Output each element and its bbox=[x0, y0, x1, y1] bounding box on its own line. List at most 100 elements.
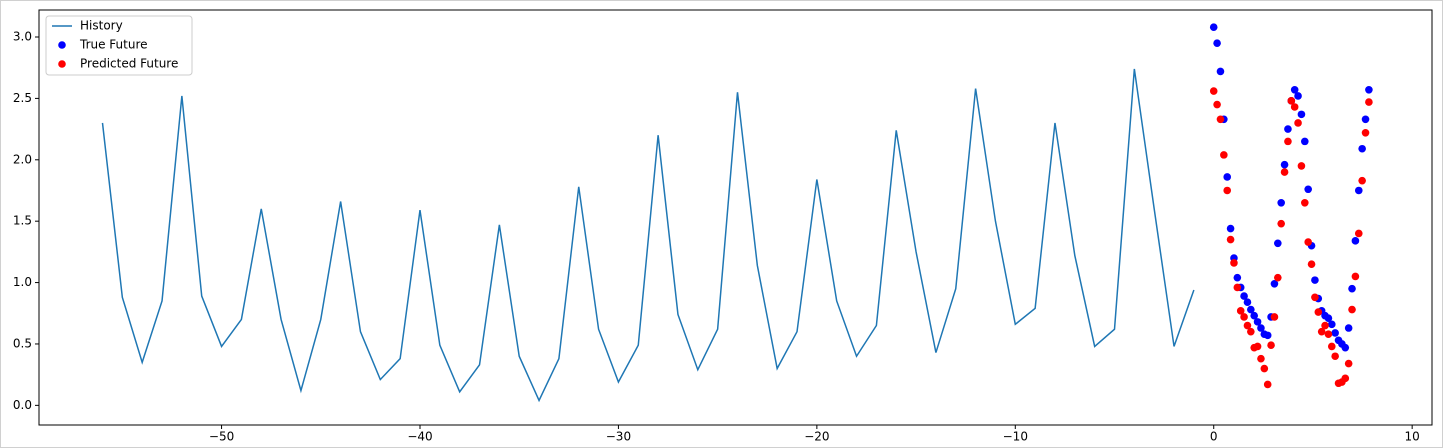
point bbox=[1324, 330, 1333, 338]
point bbox=[1274, 239, 1282, 248]
x-tick-label: −40 bbox=[407, 430, 432, 444]
point bbox=[1253, 318, 1262, 326]
point bbox=[1301, 137, 1309, 146]
point bbox=[1247, 305, 1255, 314]
point bbox=[1351, 272, 1360, 281]
point bbox=[1226, 235, 1235, 244]
point bbox=[1280, 160, 1289, 169]
point bbox=[1361, 128, 1370, 137]
point bbox=[1263, 331, 1272, 340]
point bbox=[1209, 23, 1218, 31]
plot-border bbox=[38, 9, 1433, 426]
point bbox=[1354, 186, 1363, 195]
point bbox=[1348, 284, 1356, 293]
x-tick-label: −30 bbox=[606, 430, 631, 444]
point bbox=[1240, 292, 1248, 300]
y-tick-label: 1.5 bbox=[13, 214, 32, 228]
point bbox=[1236, 307, 1245, 315]
y-tick-label: 3.0 bbox=[13, 30, 32, 44]
point bbox=[1284, 125, 1292, 133]
point bbox=[1226, 224, 1235, 233]
point bbox=[1321, 321, 1329, 330]
point bbox=[1294, 119, 1302, 127]
point bbox=[1341, 343, 1350, 352]
legend-box bbox=[45, 15, 193, 76]
point bbox=[1253, 342, 1262, 351]
point bbox=[1243, 321, 1252, 330]
point bbox=[1297, 110, 1306, 119]
point bbox=[1311, 276, 1319, 284]
point bbox=[1294, 92, 1302, 100]
point bbox=[1324, 314, 1333, 322]
point bbox=[1354, 229, 1363, 238]
point bbox=[1223, 186, 1232, 195]
point bbox=[1270, 280, 1279, 288]
point bbox=[1257, 324, 1265, 332]
y-tick-label: 0.5 bbox=[13, 336, 32, 350]
point bbox=[1317, 327, 1326, 336]
point bbox=[1365, 86, 1373, 94]
x-tick-label: 10 bbox=[1405, 430, 1420, 444]
point bbox=[1216, 67, 1225, 76]
y-tick-label: 1.0 bbox=[13, 275, 32, 289]
point bbox=[1250, 311, 1259, 320]
point bbox=[1358, 144, 1366, 153]
point bbox=[1240, 313, 1248, 321]
point bbox=[1216, 115, 1225, 124]
point bbox=[1301, 198, 1309, 207]
y-tick-label: 2.0 bbox=[13, 152, 32, 166]
legend-label: History bbox=[80, 19, 123, 33]
point bbox=[1213, 100, 1221, 109]
point bbox=[1213, 39, 1221, 47]
legend-label: True Future bbox=[79, 38, 148, 52]
point bbox=[1260, 364, 1269, 373]
point bbox=[1220, 151, 1228, 159]
x-tick-label: −10 bbox=[1003, 430, 1028, 444]
point bbox=[1280, 168, 1289, 176]
point bbox=[1327, 342, 1336, 351]
legend: History True Future Predicted Future bbox=[45, 15, 193, 76]
point bbox=[1284, 137, 1292, 146]
point bbox=[1263, 380, 1272, 389]
legend-swatch bbox=[58, 41, 66, 49]
point bbox=[1361, 115, 1370, 124]
point bbox=[1331, 329, 1339, 337]
point bbox=[1304, 185, 1312, 194]
point bbox=[1233, 283, 1242, 292]
point bbox=[1358, 176, 1366, 185]
point bbox=[1277, 219, 1285, 228]
x-tick-label: −50 bbox=[209, 430, 234, 444]
point bbox=[1331, 352, 1339, 361]
point bbox=[1257, 354, 1265, 363]
point bbox=[1290, 86, 1299, 94]
point bbox=[1344, 359, 1353, 368]
point bbox=[1311, 293, 1319, 302]
point bbox=[1287, 97, 1296, 105]
point bbox=[1233, 273, 1242, 282]
x-tick-label: 0 bbox=[1210, 430, 1218, 444]
point bbox=[1304, 238, 1312, 246]
point bbox=[1230, 259, 1238, 267]
point bbox=[1365, 98, 1373, 106]
point bbox=[1307, 260, 1316, 268]
point bbox=[1267, 341, 1275, 349]
point bbox=[1277, 198, 1285, 207]
point bbox=[1223, 173, 1232, 181]
point bbox=[1297, 162, 1306, 170]
point bbox=[1247, 327, 1255, 336]
legend-swatch bbox=[58, 60, 66, 68]
point bbox=[1351, 237, 1360, 245]
legend-label: Predicted Future bbox=[80, 57, 178, 71]
y-tick-label: 2.5 bbox=[13, 91, 32, 105]
point bbox=[1243, 298, 1252, 307]
point bbox=[1314, 308, 1323, 316]
x-tick-label: −20 bbox=[804, 430, 829, 444]
y-tick-label: 0.0 bbox=[13, 398, 32, 412]
history-line bbox=[101, 68, 1195, 403]
point bbox=[1327, 320, 1336, 329]
point bbox=[1274, 273, 1282, 282]
point bbox=[1209, 87, 1218, 95]
